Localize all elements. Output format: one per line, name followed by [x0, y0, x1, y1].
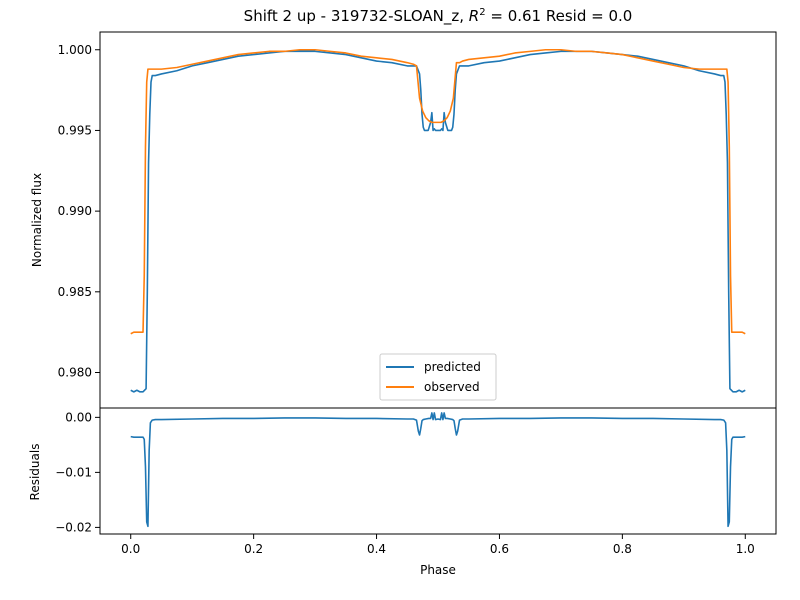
flux-panel: 0.980 0.985 0.990 0.995 1.000 Normalized flu… [30, 31, 777, 409]
residuals-series-layer [130, 412, 746, 528]
flux-y-axis-label: Normalized flux [30, 173, 44, 267]
residuals-y-axis: −0.02 −0.01 0.00 [55, 410, 100, 534]
x-tick-label: 0.0 [121, 542, 140, 556]
y-tick-label: 0.980 [58, 365, 92, 379]
y-tick-label: 0.995 [58, 123, 92, 137]
series-predicted [130, 50, 746, 393]
legend-predicted-label: predicted [424, 360, 481, 374]
chart-title: Shift 2 up - 319732-SLOAN_z, R2 = 0.61 R… [244, 7, 633, 26]
flux-y-axis: 0.980 0.985 0.990 0.995 1.000 [58, 43, 100, 379]
flux-series-layer [130, 48, 746, 393]
residuals-panel: −0.02 −0.01 0.00 0.0 0.2 0.4 0.6 0.8 1.0 Residu… [28, 407, 777, 577]
legend: predicted observed [379, 353, 497, 401]
phase-x-axis: 0.0 0.2 0.4 0.6 0.8 1.0 [121, 534, 755, 556]
x-tick-label: 1.0 [736, 542, 755, 556]
series-observed [130, 48, 746, 335]
x-tick-label: 0.8 [613, 542, 632, 556]
phase-x-axis-label: Phase [420, 563, 456, 577]
y-tick-label: 0.00 [65, 410, 92, 424]
x-tick-label: 0.2 [244, 542, 263, 556]
residuals-y-axis-label: Residuals [28, 444, 42, 501]
y-tick-label: 0.985 [58, 285, 92, 299]
y-tick-label: 0.990 [58, 204, 92, 218]
y-tick-label: −0.02 [55, 520, 92, 534]
series-0 [130, 412, 746, 528]
x-tick-label: 0.4 [367, 542, 386, 556]
residuals-panel-frame [99, 407, 777, 535]
x-tick-label: 0.6 [490, 542, 509, 556]
y-tick-label: 1.000 [58, 43, 92, 57]
legend-box [379, 353, 497, 401]
legend-observed-label: observed [424, 380, 480, 394]
y-tick-label: −0.01 [55, 465, 92, 479]
